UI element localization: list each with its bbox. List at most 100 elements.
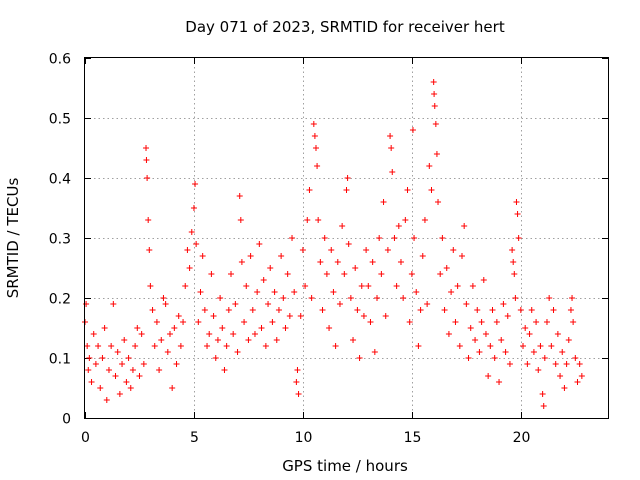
data-point	[143, 157, 150, 163]
data-point	[188, 229, 195, 235]
data-point	[197, 289, 204, 295]
data-point	[500, 301, 507, 307]
axis-ticks	[85, 58, 608, 419]
data-point	[247, 253, 254, 259]
data-point	[269, 319, 276, 325]
data-point	[512, 295, 519, 301]
data-point	[334, 259, 341, 265]
data-point	[204, 343, 211, 349]
data-point	[552, 361, 559, 367]
data-point	[428, 187, 435, 193]
data-point	[195, 319, 202, 325]
data-point	[557, 373, 564, 379]
data-point	[86, 355, 93, 361]
data-point	[256, 241, 263, 247]
data-point	[110, 301, 117, 307]
data-point	[344, 175, 351, 181]
data-point	[397, 259, 404, 265]
data-point	[356, 355, 363, 361]
data-point	[352, 265, 359, 271]
data-point	[210, 313, 217, 319]
data-point	[158, 337, 165, 343]
data-point	[535, 367, 542, 373]
data-point	[315, 217, 322, 223]
data-point	[458, 253, 465, 259]
data-point	[153, 319, 160, 325]
data-point	[450, 247, 457, 253]
data-point	[302, 283, 309, 289]
data-point	[380, 199, 387, 205]
data-point	[478, 319, 485, 325]
data-point	[409, 127, 416, 133]
data-point	[540, 403, 547, 409]
data-point	[184, 247, 191, 253]
data-point	[421, 217, 428, 223]
data-point	[138, 331, 145, 337]
data-point	[92, 361, 99, 367]
data-point	[95, 343, 102, 349]
data-point	[101, 325, 108, 331]
data-point	[243, 283, 250, 289]
data-point	[563, 361, 570, 367]
data-point	[406, 319, 413, 325]
data-point	[241, 319, 248, 325]
data-point	[175, 313, 182, 319]
data-point	[578, 373, 585, 379]
data-point	[206, 331, 213, 337]
data-point	[223, 343, 230, 349]
y-tick-label: 0.5	[49, 112, 71, 128]
data-point	[574, 379, 581, 385]
data-point	[437, 271, 444, 277]
data-point	[127, 385, 134, 391]
data-point	[284, 271, 291, 277]
data-point	[465, 355, 472, 361]
data-point	[254, 289, 261, 295]
data-point	[472, 337, 479, 343]
data-point	[146, 247, 153, 253]
data-point	[550, 307, 557, 313]
data-point	[180, 319, 187, 325]
data-point	[363, 247, 370, 253]
data-point	[415, 343, 422, 349]
data-point	[289, 235, 296, 241]
data-point	[358, 283, 365, 289]
data-point	[330, 289, 337, 295]
data-point	[271, 289, 278, 295]
data-point	[147, 283, 154, 289]
data-point	[506, 361, 513, 367]
data-point	[395, 223, 402, 229]
data-point	[388, 145, 395, 151]
data-point	[432, 121, 439, 127]
data-point	[125, 355, 132, 361]
data-point	[90, 331, 97, 337]
data-point	[498, 337, 505, 343]
data-point	[88, 379, 95, 385]
data-point	[439, 235, 446, 241]
data-point	[214, 337, 221, 343]
data-point	[369, 259, 376, 265]
data-point	[433, 151, 440, 157]
data-point	[177, 343, 184, 349]
data-point	[328, 247, 335, 253]
data-point	[402, 217, 409, 223]
x-tick-label: 0	[81, 430, 90, 446]
data-point	[295, 391, 302, 397]
data-point	[493, 319, 500, 325]
data-point	[339, 223, 346, 229]
data-point	[456, 343, 463, 349]
data-point	[541, 355, 548, 361]
data-point	[454, 283, 461, 289]
data-point	[413, 289, 420, 295]
data-point	[326, 325, 333, 331]
data-point	[430, 79, 437, 85]
data-point	[404, 187, 411, 193]
data-point	[294, 367, 301, 373]
data-point	[524, 361, 531, 367]
data-point	[347, 295, 354, 301]
data-point	[469, 283, 476, 289]
data-point	[371, 349, 378, 355]
data-point	[509, 247, 516, 253]
data-point	[570, 319, 577, 325]
x-tick-label: 20	[513, 430, 531, 446]
data-point	[230, 331, 237, 337]
